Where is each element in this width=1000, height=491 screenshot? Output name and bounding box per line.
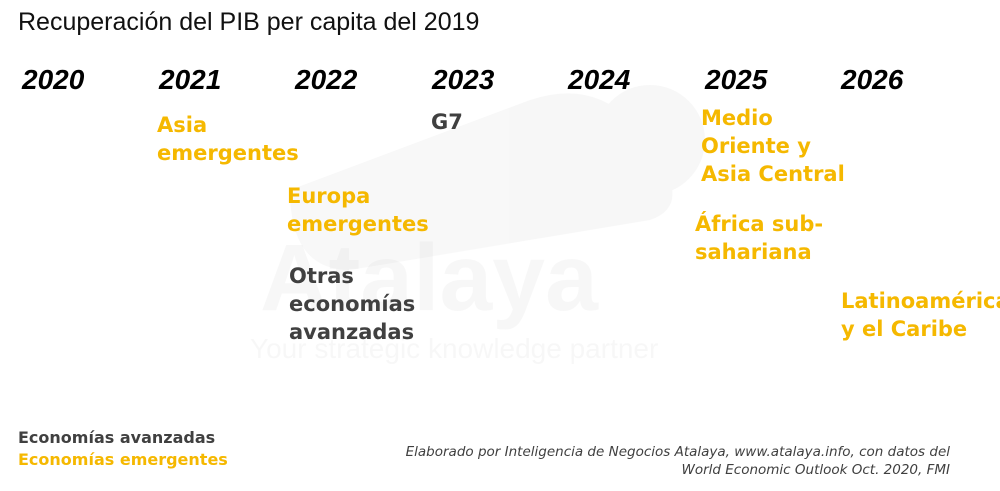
legend-advanced: Economías avanzadas [18, 428, 216, 447]
region-0-line-0: Asia [157, 113, 208, 137]
year-label-2026: 2026 [841, 64, 904, 95]
region-6: Latinoamérica y el Caribe [841, 287, 1000, 343]
year-label-2023: 2023 [432, 64, 495, 95]
region-4-line-1: Oriente y [701, 134, 811, 158]
region-4-line-2: Asia Central [701, 162, 845, 186]
legend-emerging: Economías emergentes [18, 450, 228, 469]
region-2: Otras economías avanzadas [289, 262, 415, 346]
region-4-line-0: Medio [701, 106, 773, 130]
source-note: Elaborado por Inteligencia de Negocios A… [406, 443, 950, 479]
year-label-2022: 2022 [295, 64, 358, 95]
source-line-1: Elaborado por Inteligencia de Negocios A… [405, 444, 950, 460]
year-label-2020: 2020 [22, 64, 85, 95]
region-3-line-0: G7 [431, 110, 463, 134]
region-2-line-2: avanzadas [289, 320, 415, 344]
region-2-line-0: Otras [289, 264, 354, 288]
region-5: África sub-sahariana [695, 210, 823, 266]
chart-title: Recuperación del PIB per capita del 2019 [18, 8, 480, 36]
year-label-2021: 2021 [159, 64, 222, 95]
region-1-line-1: emergentes [287, 212, 429, 236]
region-6-line-1: y el Caribe [841, 317, 968, 341]
region-5-line-1: sahariana [695, 240, 812, 264]
region-6-line-0: Latinoamérica [841, 289, 1000, 313]
region-0: Asia emergentes [157, 111, 299, 167]
region-5-line-0: África sub- [695, 212, 824, 236]
region-2-line-1: economías [289, 292, 416, 316]
region-1-line-0: Europa [287, 184, 371, 208]
region-3: G7 [431, 108, 463, 136]
year-label-2024: 2024 [568, 64, 631, 95]
region-0-line-1: emergentes [157, 141, 299, 165]
year-label-2025: 2025 [705, 64, 768, 95]
region-1: Europa emergentes [287, 182, 429, 238]
region-4: Medio Oriente y Asia Central [701, 104, 845, 188]
source-line-2: World Economic Outlook Oct. 2020, FMI [681, 462, 950, 478]
